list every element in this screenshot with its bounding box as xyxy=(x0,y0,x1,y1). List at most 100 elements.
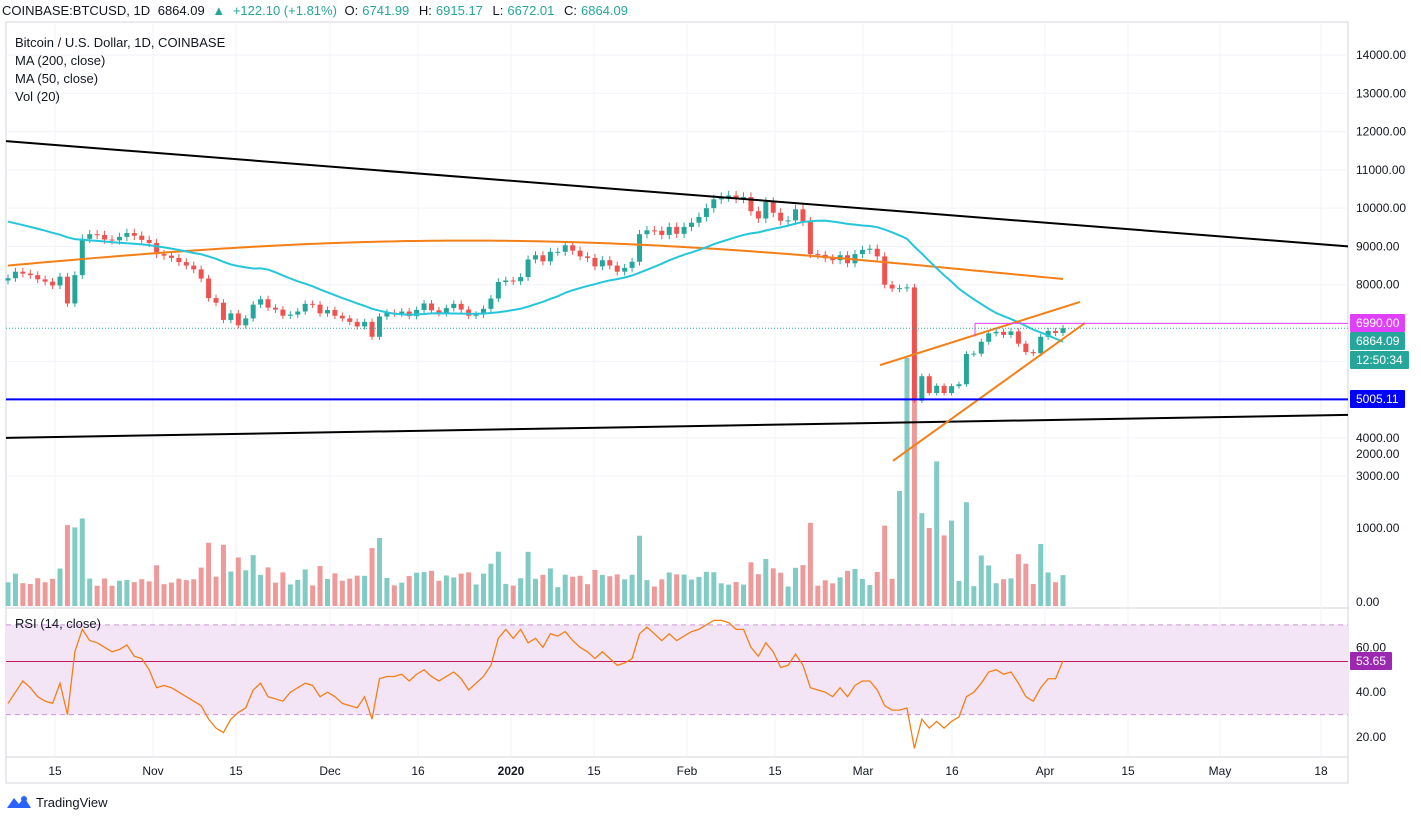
volume-bar xyxy=(741,584,747,606)
candle-body xyxy=(830,258,836,261)
volume-bar xyxy=(384,578,390,606)
candle-body xyxy=(102,234,108,240)
volume-bar xyxy=(42,582,48,606)
volume-bar xyxy=(116,580,122,606)
candle-body xyxy=(741,197,747,199)
legend-vol[interactable]: Vol (20) xyxy=(15,89,60,104)
volume-bar xyxy=(607,576,613,606)
candle-body xyxy=(651,230,657,232)
volume-bar xyxy=(421,572,427,606)
candles xyxy=(5,190,1066,404)
volume-bar xyxy=(1060,575,1066,606)
rsi-legend: RSI (14, close) xyxy=(15,615,101,633)
time-axis: 15 Nov 15 Dec 16 2020 15 Feb 15 Mar 16 Apr 15 May 18 xyxy=(48,764,1328,778)
volume-bar xyxy=(629,574,635,606)
volume-bar xyxy=(354,575,360,606)
volume-bar xyxy=(822,580,828,606)
candle-body xyxy=(302,303,308,312)
volume-bar xyxy=(830,583,836,606)
candle-body xyxy=(867,248,873,250)
candle-body xyxy=(659,230,665,235)
price-tick-label: 10000.00 xyxy=(1356,201,1406,215)
candle-body xyxy=(1023,343,1029,353)
volume-bar xyxy=(124,580,130,606)
x-tick-label: 18 xyxy=(1314,764,1328,778)
volume-bar xyxy=(79,518,85,606)
volume-bar xyxy=(510,585,516,606)
volume-bar xyxy=(659,579,665,606)
volume-bar xyxy=(689,579,695,606)
candle-body xyxy=(629,261,635,268)
candle-body xyxy=(637,234,643,262)
candle-body xyxy=(874,248,880,257)
price-change: +122.10 (+1.81%) xyxy=(232,3,337,18)
close-value: 6864.09 xyxy=(581,3,628,18)
candle-body xyxy=(473,314,479,316)
volume-bar xyxy=(1023,563,1029,606)
candle-body xyxy=(926,376,932,394)
ma50-line xyxy=(7,219,1064,343)
volume-bar xyxy=(94,585,100,606)
candle-body xyxy=(376,316,382,337)
price-tick-label: 3000.00 xyxy=(1356,469,1400,483)
rsi-line xyxy=(7,619,1064,749)
candle-body xyxy=(369,321,375,337)
volume-bar xyxy=(495,551,501,606)
volume-bar xyxy=(302,569,308,606)
legend-rsi[interactable]: RSI (14, close) xyxy=(15,616,101,631)
x-tick-label: 15 xyxy=(229,764,243,778)
volume-bar xyxy=(324,579,330,606)
rsi-band xyxy=(6,624,1348,715)
candle-body xyxy=(941,385,947,394)
volume-bar xyxy=(235,557,241,606)
candle-body xyxy=(949,386,955,394)
candle-body xyxy=(213,298,219,303)
volume-bar xyxy=(949,520,955,606)
candle-body xyxy=(35,275,41,280)
volume-bar xyxy=(220,544,226,606)
candle-body xyxy=(859,249,865,255)
volume-bars xyxy=(5,357,1066,606)
low-label: L: xyxy=(492,3,504,18)
change-up-icon: ▲ xyxy=(212,3,226,18)
volume-bar xyxy=(637,535,643,606)
tradingview-brand[interactable]: TradingView xyxy=(6,794,108,810)
volume-bar xyxy=(131,582,137,606)
price-tick-label: 4000.00 xyxy=(1356,431,1400,445)
candle-body xyxy=(1008,331,1014,335)
candle-body xyxy=(748,197,754,212)
candle-body xyxy=(79,238,85,276)
candle-body xyxy=(577,250,583,257)
candle-body xyxy=(919,376,925,401)
volume-bar xyxy=(12,573,18,606)
symbol-name[interactable]: COINBASE:BTCUSD, 1D xyxy=(2,3,151,18)
close-label: C: xyxy=(564,3,577,18)
legend-ma50[interactable]: MA (50, close) xyxy=(15,71,99,86)
volume-bar xyxy=(206,542,212,606)
tradingview-logo-icon xyxy=(7,796,31,808)
volume-bar xyxy=(87,578,93,606)
candle-body xyxy=(458,303,464,310)
candle-body xyxy=(1053,331,1059,333)
x-tick-label: 16 xyxy=(945,764,959,778)
candle-body xyxy=(495,282,501,299)
volume-bar xyxy=(837,577,843,606)
volume-bar xyxy=(376,537,382,606)
candle-body xyxy=(154,242,160,255)
candle-body xyxy=(258,299,264,305)
candle-body xyxy=(689,222,695,227)
legend-ma200[interactable]: MA (200, close) xyxy=(15,53,106,68)
open-value: 6741.99 xyxy=(362,3,410,18)
legend-title[interactable]: Bitcoin / U.S. Dollar, 1D, COINBASE xyxy=(15,35,226,50)
candle-body xyxy=(733,195,739,199)
x-tick-label: 15 xyxy=(587,764,601,778)
volume-bar xyxy=(518,578,524,606)
volume-bar xyxy=(1038,544,1044,606)
price-tick-label: 11000.00 xyxy=(1356,163,1405,177)
volume-bar xyxy=(934,461,940,606)
candle-body xyxy=(443,308,449,314)
candle-body xyxy=(27,273,33,276)
candle-body xyxy=(503,280,509,283)
candle-body xyxy=(533,255,538,260)
